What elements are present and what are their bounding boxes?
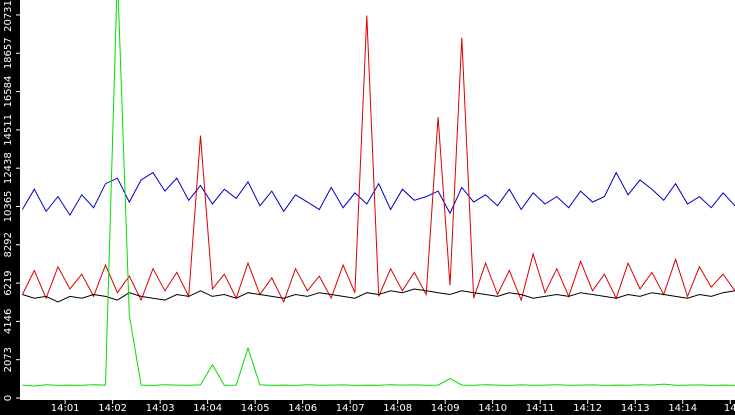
x-tick-label: 14:12 xyxy=(573,403,602,414)
x-tick-label: 14:10 xyxy=(478,403,507,414)
y-tick-label: 2073 xyxy=(3,347,14,372)
y-tick-label: 8292 xyxy=(3,232,14,257)
series-line xyxy=(21,15,735,304)
plot-area xyxy=(21,0,735,387)
y-tick-label: 18657 xyxy=(3,37,14,69)
y-tick-label: 20731 xyxy=(3,0,14,32)
y-tick-label: 16584 xyxy=(3,76,14,108)
x-tick-label: 14:08 xyxy=(383,403,412,414)
x-tick-label: 14:09 xyxy=(431,403,460,414)
series-line xyxy=(21,171,735,217)
x-tick-label: 14:14 xyxy=(668,403,697,414)
x-tick-label: 14:01 xyxy=(51,403,80,414)
series-line xyxy=(22,0,735,387)
y-tick-label: 12438 xyxy=(3,152,14,184)
x-tick-label: 14:02 xyxy=(98,403,127,414)
y-tick-label: 0 xyxy=(3,395,14,401)
y-tick-label: 10365 xyxy=(3,191,14,223)
x-tick-label: 14:11 xyxy=(526,403,555,414)
x-tick-label: 14:07 xyxy=(336,403,365,414)
y-tick-label: 4146 xyxy=(3,309,14,334)
x-tick-label: 14:03 xyxy=(146,403,175,414)
x-tick-label: 14:05 xyxy=(241,403,270,414)
y-tick-label: 6219 xyxy=(3,270,14,295)
y-axis-band xyxy=(0,0,20,415)
x-axis-band xyxy=(0,400,735,415)
y-tick-label: 14511 xyxy=(3,114,14,146)
x-tick-label: 14:06 xyxy=(288,403,317,414)
x-tick-label: 14 xyxy=(724,403,735,414)
x-tick-label: 14:13 xyxy=(621,403,650,414)
series-line xyxy=(22,288,735,303)
x-tick-label: 14:04 xyxy=(193,403,222,414)
